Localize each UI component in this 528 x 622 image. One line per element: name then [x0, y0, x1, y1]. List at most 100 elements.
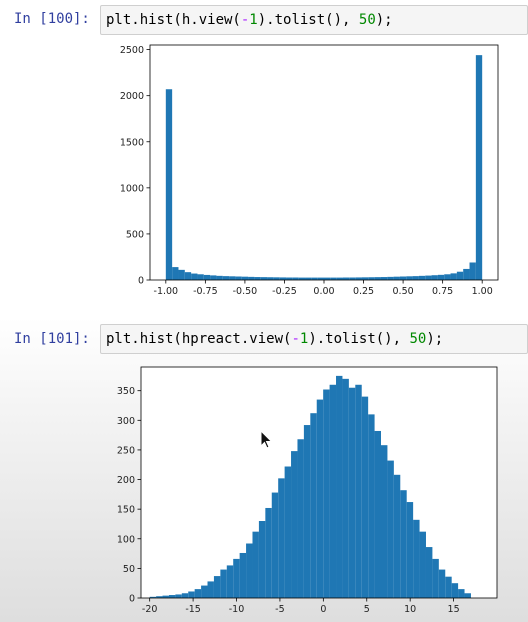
histogram-bar: [229, 276, 236, 280]
histogram-bar: [469, 262, 476, 280]
histogram-bar: [210, 275, 217, 280]
histogram-bar: [191, 273, 198, 280]
histogram-bar: [207, 581, 214, 598]
histogram-bar: [156, 596, 163, 598]
cell-2-prompt: In [101]:: [14, 331, 90, 347]
histogram-bar: [412, 276, 419, 280]
histogram-bar: [330, 277, 337, 280]
histogram-bar: [175, 594, 182, 598]
x-tick-label: 15: [448, 604, 460, 615]
histogram-bar: [246, 543, 253, 598]
histogram-bar: [181, 593, 189, 598]
y-tick-label: 150: [117, 505, 135, 516]
cell-2-code-input[interactable]: plt.hist(hpreact.view(-1).tolist(), 50);: [100, 324, 528, 354]
histogram-bar: [310, 413, 317, 598]
histogram-bar: [292, 277, 299, 280]
histogram-bar: [303, 425, 311, 598]
y-tick-label: 2000: [120, 91, 144, 102]
y-tick-label: 2500: [120, 45, 144, 56]
histogram-bar: [336, 277, 343, 280]
histogram-bar: [248, 276, 255, 280]
histogram-bar: [336, 375, 343, 598]
histogram-bar: [220, 569, 227, 598]
x-tick-label: -15: [185, 604, 201, 615]
histogram-bar: [197, 274, 204, 280]
code-operator: -: [291, 331, 300, 347]
y-tick-label: 300: [117, 416, 135, 427]
histogram-bar: [252, 531, 259, 598]
plot-frame: [140, 366, 498, 599]
histogram-bar: [291, 451, 298, 598]
code-number: 50: [358, 12, 376, 28]
x-tick-label: 1.00: [472, 286, 493, 297]
histogram-bar: [184, 272, 192, 280]
histogram-bar: [437, 274, 445, 280]
histogram-bar: [172, 267, 179, 280]
histogram-bar: [456, 271, 464, 280]
histogram-bar: [286, 277, 293, 280]
histogram-bar: [368, 414, 375, 598]
cell-1-code-input[interactable]: plt.hist(h.view(-1).tolist(), 50);: [100, 5, 528, 35]
histogram-bar: [464, 593, 471, 598]
y-tick-label: 250: [117, 445, 135, 456]
histogram-bar: [413, 519, 420, 598]
histogram-bar: [298, 277, 306, 280]
x-tick-label: -0.25: [272, 286, 297, 297]
y-tick-label: 1000: [120, 183, 144, 194]
histogram-bar: [317, 277, 324, 280]
x-tick-label: -0.50: [233, 286, 258, 297]
code-number: 1: [299, 331, 309, 347]
histogram-bar: [278, 478, 285, 598]
cell-1-prompt: In [100]:: [14, 11, 90, 27]
histogram-bar: [216, 275, 223, 280]
histogram-bar: [425, 547, 433, 598]
x-tick-label: 10: [404, 604, 416, 615]
histogram-bar: [284, 466, 292, 598]
histogram-bar: [194, 589, 202, 598]
histogram-bar: [329, 384, 337, 598]
y-tick-label: 50: [123, 564, 135, 575]
plot-area: [150, 45, 498, 280]
histogram-bar: [431, 275, 438, 280]
y-tick-label: 100: [117, 534, 135, 545]
histogram-bar: [425, 275, 432, 280]
histogram-bar: [374, 430, 381, 598]
histogram-bar: [406, 276, 413, 280]
histogram-bar: [273, 277, 280, 280]
x-tick-label: 0.75: [432, 286, 453, 297]
x-tick-label: -1.00: [154, 286, 179, 297]
histogram-bar: [463, 268, 470, 280]
histogram-bar: [451, 583, 459, 598]
histogram-bar: [342, 277, 350, 280]
histogram-bar: [419, 531, 426, 598]
histogram-bar: [258, 521, 266, 598]
histogram-bar: [432, 558, 439, 598]
histogram-bar: [239, 552, 247, 598]
y-tick-label: 0: [129, 594, 135, 605]
histogram-bar: [387, 276, 394, 280]
histogram-bar: [311, 277, 318, 280]
histogram-bar: [271, 492, 279, 598]
histogram-bar: [324, 277, 331, 280]
histogram-bar: [393, 474, 401, 598]
histogram-bar: [222, 276, 230, 280]
histogram-bar: [393, 276, 400, 280]
x-tick-label: 0.25: [353, 286, 374, 297]
histogram-bar: [458, 589, 465, 598]
y-tick-label: 1500: [120, 137, 144, 148]
code-text: ).tolist(),: [308, 331, 410, 347]
histogram-bar: [265, 507, 272, 598]
histogram-bar: [450, 273, 457, 280]
x-tick-label: 0.50: [393, 286, 414, 297]
x-tick-label: -20: [142, 604, 158, 615]
code-text: plt.hist(h.view(: [106, 12, 241, 28]
histogram-bar: [400, 490, 407, 598]
histogram-bar: [316, 399, 324, 598]
histogram-bar: [279, 277, 287, 280]
histogram-bar: [445, 576, 452, 598]
y-tick-label: 350: [117, 386, 135, 397]
histogram-chart-1: -1.00 -0.75 -0.50 -0.25 0.00 0.25 0.50 0.75 1.00…: [120, 44, 499, 297]
histogram-bar: [188, 591, 195, 598]
histogram-bar: [355, 277, 362, 280]
